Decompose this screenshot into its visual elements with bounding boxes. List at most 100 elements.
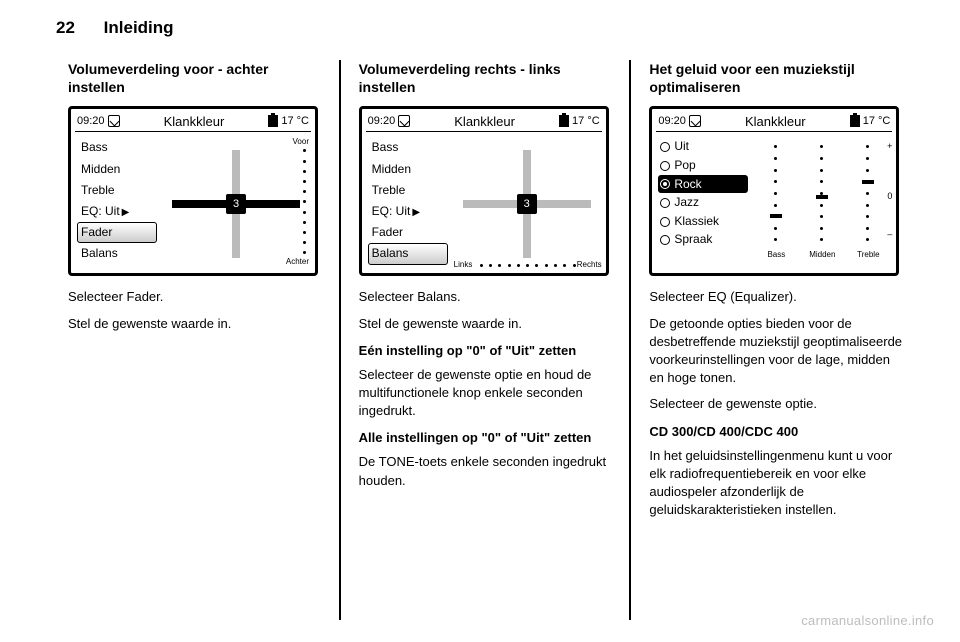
radio-icon — [660, 161, 670, 171]
menu-item: Bass — [368, 137, 448, 158]
band-dots — [866, 145, 870, 241]
eq-option: Uit — [658, 137, 748, 156]
menu-item: EQ: Uit▶ — [368, 201, 448, 222]
status-bar: 09:20 Klankkleur 17 °C — [658, 113, 890, 129]
heading-line1: Het geluid voor een muziekstijl — [649, 61, 854, 77]
band-name: Treble — [846, 250, 890, 259]
instruction-text: De TONE-toets enkele seconden ingedrukt … — [359, 453, 612, 489]
fader-knob: 3 — [226, 194, 246, 214]
divider-line — [75, 131, 311, 132]
thermo-icon — [268, 115, 278, 127]
column-1: Volumeverdeling voor - achter instellen … — [50, 60, 339, 620]
eq-option-label: Rock — [674, 177, 701, 191]
menu-item-label: EQ: Uit — [372, 204, 411, 218]
radio-icon — [660, 198, 670, 208]
clock: 09:20 — [368, 115, 396, 127]
tone-screen-eq: 09:20 Klankkleur 17 °C Uit Pop Rock Jazz… — [649, 106, 899, 276]
menu-item: EQ: Uit▶ — [77, 201, 157, 222]
eq-preset-list: Uit Pop Rock Jazz Klassiek Spraak — [658, 137, 748, 249]
scale-label-left: Links — [454, 260, 473, 269]
heading-line2: instellen — [359, 79, 416, 95]
scale-plus: + — [887, 141, 892, 151]
eq-option-selected: Rock — [658, 175, 748, 194]
fader-scale: Voor Achter — [275, 139, 309, 264]
page-header: 22 Inleiding — [56, 18, 174, 38]
band-marker — [770, 214, 782, 218]
scale-label-bottom: Achter — [286, 257, 309, 266]
instruction-text: Selecteer de gewenste optie en houd de m… — [359, 366, 612, 421]
heading-line2: instellen — [68, 79, 125, 95]
band-name: Bass — [754, 250, 798, 259]
section-heading: Het geluid voor een muziekstijl optimali… — [649, 60, 902, 96]
eq-option: Klassiek — [658, 212, 748, 231]
screen-title: Klankkleur — [410, 114, 559, 129]
section-heading: Volumeverdeling voor - achter instellen — [68, 60, 321, 96]
scale-label-right: Rechts — [577, 260, 602, 269]
tone-screen-balance: 09:20 Klankkleur 17 °C Bass Midden Trebl… — [359, 106, 609, 276]
section-heading: Volumeverdeling rechts - links instellen — [359, 60, 612, 96]
scale-label-top: Voor — [293, 137, 309, 146]
menu-item-selected: Balans — [368, 243, 448, 264]
radio-icon — [660, 179, 670, 189]
temperature: 17 °C — [572, 115, 600, 127]
scale-minus: – — [887, 229, 892, 239]
eq-option: Spraak — [658, 230, 748, 249]
heading-line1: Volumeverdeling rechts - links — [359, 61, 561, 77]
radio-icon — [660, 217, 670, 227]
menu-item-selected: Fader — [77, 222, 157, 243]
chevron-right-icon: ▶ — [122, 207, 130, 218]
instruction-text: De getoonde opties bieden voor de desbet… — [649, 315, 902, 388]
screen-title: Klankkleur — [701, 114, 850, 129]
status-bar: 09:20 Klankkleur 17 °C — [77, 113, 309, 129]
tp-icon — [398, 115, 410, 127]
menu-item: Fader — [368, 222, 448, 243]
clock: 09:20 — [658, 115, 686, 127]
thermo-icon — [850, 115, 860, 127]
menu-item: Treble — [368, 180, 448, 201]
menu-item: Balans — [77, 243, 157, 264]
tone-menu: Bass Midden Treble EQ: Uit▶ Fader Balans — [77, 137, 157, 264]
eq-option: Pop — [658, 156, 748, 175]
eq-option: Jazz — [658, 193, 748, 212]
sub-heading: Alle instellingen op "0" of "Uit" zetten — [359, 430, 612, 445]
heading-line1: Volumeverdeling voor - achter — [68, 61, 268, 77]
menu-item: Midden — [77, 159, 157, 180]
column-2: Volumeverdeling rechts - links instellen… — [341, 60, 630, 620]
watermark: carmanualsonline.info — [801, 613, 934, 628]
radio-icon — [660, 142, 670, 152]
menu-item: Bass — [77, 137, 157, 158]
instruction-text: Selecteer Fader. — [68, 288, 321, 306]
screen-title: Klankkleur — [120, 114, 269, 129]
sub-heading: Eén instelling op "0" of "Uit" zetten — [359, 343, 612, 358]
divider-line — [656, 131, 892, 132]
heading-line2: optimaliseren — [649, 79, 740, 95]
band-name: Midden — [800, 250, 844, 259]
band-dots — [774, 145, 778, 241]
band-marker — [862, 180, 874, 184]
instruction-text: Stel de gewenste waarde in. — [68, 315, 321, 333]
eq-band-bass: Bass — [754, 139, 798, 259]
chapter-title: Inleiding — [104, 18, 174, 37]
clock: 09:20 — [77, 115, 105, 127]
eq-band-mid: Midden — [800, 139, 844, 259]
menu-item: Midden — [368, 159, 448, 180]
instruction-text: Selecteer Balans. — [359, 288, 612, 306]
temperature: 17 °C — [863, 115, 891, 127]
eq-option-label: Klassiek — [674, 214, 719, 228]
page-body: Volumeverdeling voor - achter instellen … — [50, 60, 920, 620]
balance-knob: 3 — [517, 194, 537, 214]
radio-icon — [660, 235, 670, 245]
scale-zero: 0 — [887, 191, 892, 201]
sub-heading: CD 300/CD 400/CDC 400 — [649, 424, 902, 439]
eq-option-label: Jazz — [674, 195, 699, 209]
thermo-icon — [559, 115, 569, 127]
balance-cross: 3 — [457, 144, 597, 264]
eq-band-treble: Treble — [846, 139, 890, 259]
eq-option-label: Pop — [674, 158, 695, 172]
status-bar: 09:20 Klankkleur 17 °C — [368, 113, 600, 129]
tone-screen-fader: 09:20 Klankkleur 17 °C Bass Midden Trebl… — [68, 106, 318, 276]
column-3: Het geluid voor een muziekstijl optimali… — [631, 60, 920, 620]
temperature: 17 °C — [281, 115, 309, 127]
instruction-text: Selecteer de gewenste optie. — [649, 395, 902, 413]
instruction-text: In het geluidsinstellingenmenu kunt u vo… — [649, 447, 902, 520]
